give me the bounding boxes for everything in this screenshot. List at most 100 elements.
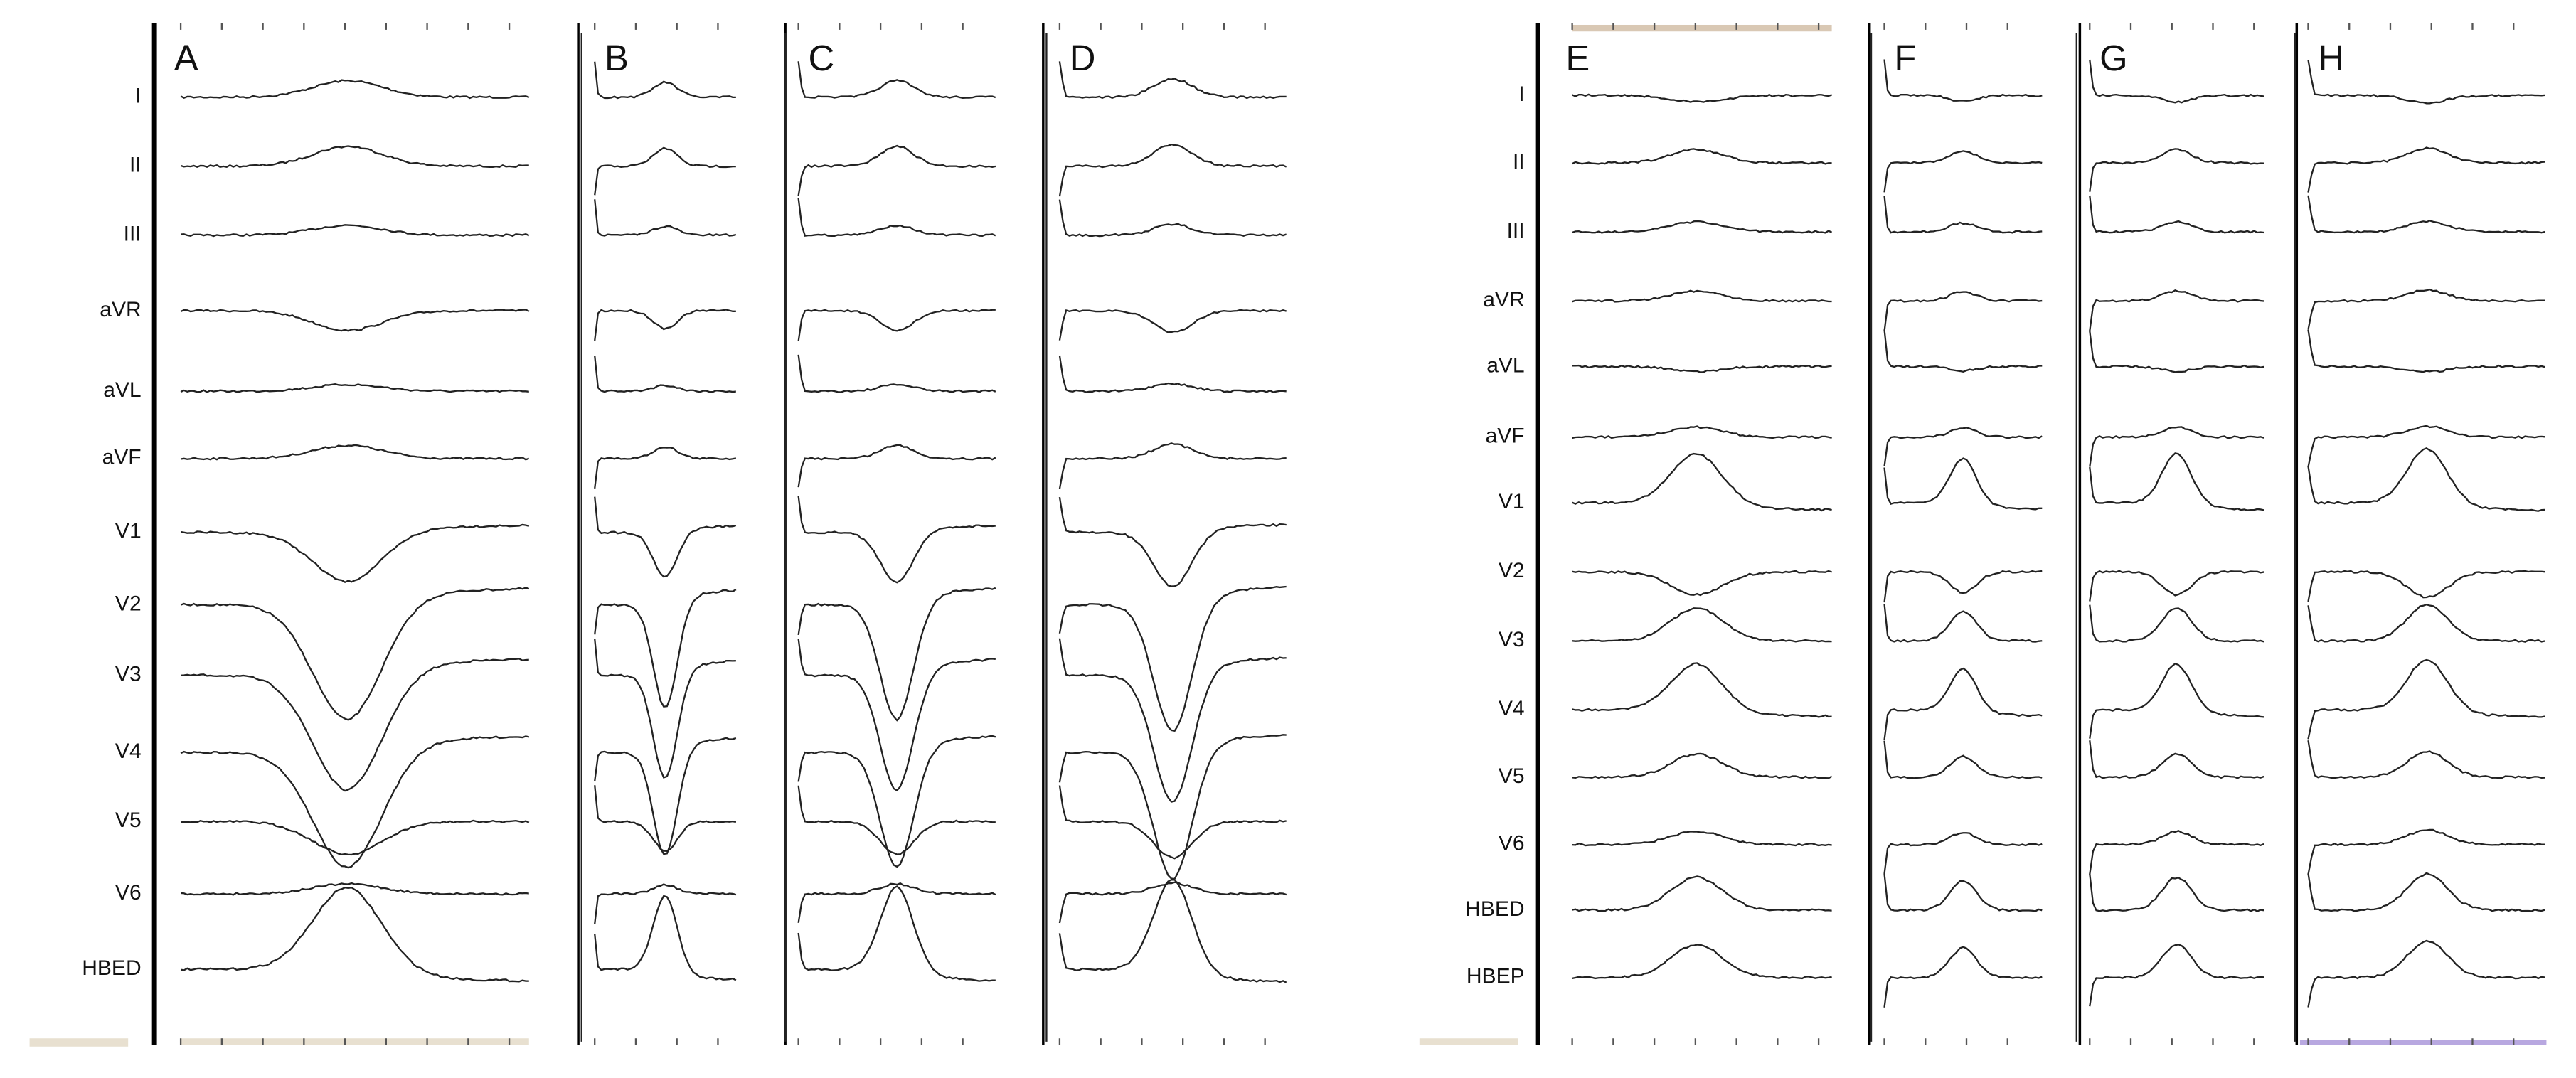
ecg-trace <box>594 146 736 196</box>
ecg-trace <box>2307 872 2545 912</box>
ecg-trace <box>1058 199 1287 238</box>
lead-label: aVL <box>103 378 141 402</box>
ecg-trace <box>1572 607 1832 643</box>
ecg-trace <box>797 587 996 722</box>
ecg-trace <box>1883 457 2043 511</box>
ecg-trace <box>1058 309 1287 341</box>
ecg-trace <box>2307 740 2545 779</box>
lead-label: V4 <box>115 740 142 763</box>
ecg-trace <box>1572 425 1832 439</box>
ecg-trace <box>1883 604 2043 643</box>
ecg-trace <box>797 309 996 342</box>
ecg-trace <box>1883 196 2043 234</box>
ecg-trace <box>797 496 996 584</box>
ecg-trace <box>2089 829 2264 875</box>
scroll-bar <box>1572 24 1832 32</box>
panel-label: E <box>1565 38 1590 78</box>
ecg-trace <box>1058 785 1287 860</box>
ecg-trace <box>181 882 529 896</box>
panel-label: F <box>1894 38 1916 78</box>
ecg-trace <box>594 199 737 237</box>
ecg-trace <box>1572 148 1832 165</box>
ecg-trace <box>1572 831 1832 847</box>
ecg-trace <box>797 785 996 855</box>
ecg-trace <box>2089 604 2264 643</box>
ecg-trace <box>2307 59 2545 105</box>
ecg-trace <box>2089 944 2264 1007</box>
ecg-trace <box>2307 195 2545 234</box>
ecg-trace <box>180 523 530 584</box>
panel-label: A <box>174 38 198 78</box>
ecg-trace <box>2307 329 2545 373</box>
lead-label: aVL <box>1486 353 1524 377</box>
ecg-trace <box>2089 59 2264 104</box>
ecg-trace <box>594 447 737 489</box>
ecg-trace <box>1058 355 1287 393</box>
ecg-trace <box>594 496 737 578</box>
ecg-trace <box>594 737 737 855</box>
panel-label: C <box>808 38 834 78</box>
ecg-trace <box>2089 331 2264 373</box>
lead-label: I <box>1518 82 1524 106</box>
lead-label: V2 <box>1499 559 1525 582</box>
ecg-trace <box>1572 93 1832 103</box>
lead-label: V3 <box>115 663 142 686</box>
ecg-trace <box>2307 447 2545 512</box>
ecg-trace <box>180 886 529 983</box>
ecg-trace <box>1883 570 2043 603</box>
lead-label: HBEP <box>1467 965 1525 988</box>
ecg-trace <box>2089 289 2264 331</box>
ecg-trace <box>180 444 530 461</box>
lead-label: III <box>1507 219 1525 242</box>
lead-label: V3 <box>1499 628 1525 651</box>
lead-label: aVF <box>102 446 142 469</box>
ecg-trace <box>180 587 530 721</box>
lead-label: V6 <box>1499 832 1525 855</box>
ecg-trace <box>1572 752 1833 779</box>
ecg-trace <box>594 356 736 393</box>
ecg-trace <box>1058 638 1287 803</box>
ecg-trace <box>1058 496 1287 587</box>
ecg-trace <box>1572 944 1832 980</box>
ecg-trace <box>1883 740 2043 779</box>
lead-label: V4 <box>1499 697 1525 720</box>
ecg-trace <box>1058 442 1287 489</box>
ecg-trace <box>180 819 530 856</box>
ecg-trace <box>797 735 996 868</box>
panel-label: G <box>2099 38 2128 78</box>
ecg-trace <box>2307 570 2545 602</box>
ecg-trace <box>2089 663 2264 739</box>
lead-label: aVF <box>1486 425 1525 448</box>
ecg-trace <box>2307 425 2545 468</box>
lead-label: HBED <box>82 956 141 980</box>
ecg-trace <box>2307 828 2545 875</box>
ecg-trace <box>180 309 530 332</box>
ecg-trace <box>797 354 996 393</box>
lead-label: V1 <box>1499 490 1525 513</box>
ecg-trace <box>2307 939 2545 1008</box>
ecg-trace <box>797 198 996 237</box>
lead-label: II <box>1513 150 1525 174</box>
lead-label: II <box>129 154 142 177</box>
ecg-trace <box>2089 452 2264 511</box>
ecg-trace <box>797 61 996 99</box>
panel-label: D <box>1070 38 1096 78</box>
lead-label: V6 <box>115 881 142 904</box>
ecg-trace <box>1058 879 1287 983</box>
scroll-bar <box>2299 1040 2547 1045</box>
lead-label: HBED <box>1465 897 1524 921</box>
ecg-trace <box>1572 220 1833 234</box>
ecg-trace <box>1883 667 2043 740</box>
ecg-trace <box>594 785 737 853</box>
ecg-trace <box>1572 289 1832 303</box>
ecg-trace <box>2089 873 2264 912</box>
lead-label: V5 <box>1499 764 1525 788</box>
lead-label: V5 <box>115 808 142 832</box>
ecg-trace <box>2089 195 2264 234</box>
ecg-trace <box>594 589 737 708</box>
scroll-bar <box>29 1038 129 1047</box>
ecg-trace <box>2089 570 2264 602</box>
ecg-trace <box>797 144 996 196</box>
ecg-trace <box>797 885 996 982</box>
